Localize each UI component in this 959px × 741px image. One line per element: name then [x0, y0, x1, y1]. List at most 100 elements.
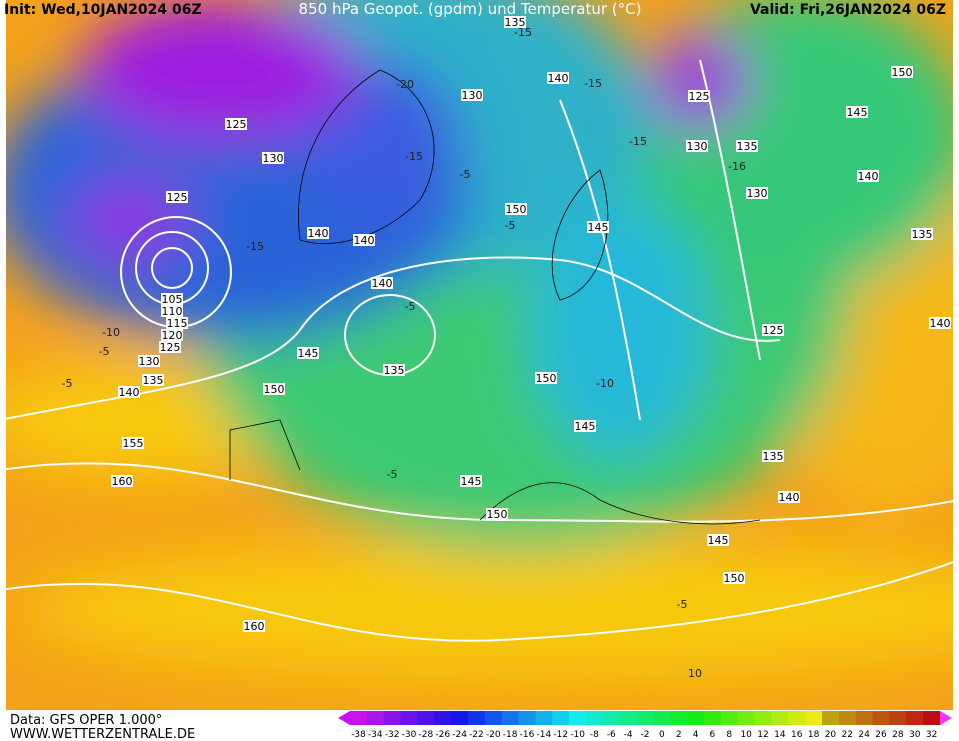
temperature-label: -15	[246, 240, 264, 253]
label-box	[688, 90, 710, 102]
colorbar-swatch	[704, 711, 722, 725]
colorbar-label: -30	[402, 730, 417, 740]
label-box	[891, 66, 913, 78]
coastlines	[229, 69, 761, 525]
geopotential-label: 125	[689, 90, 710, 103]
colorbar-label: -6	[607, 730, 616, 740]
geopotential-label: 140	[548, 72, 569, 85]
colorbar-swatch	[602, 711, 621, 725]
geopotential-label: 155	[123, 437, 144, 450]
temperature-label: -5	[460, 168, 471, 181]
data-source: Data: GFS OPER 1.000°	[10, 713, 162, 728]
colorbar-swatch	[434, 711, 452, 725]
temperature-label: -5	[677, 598, 688, 611]
label-box	[736, 140, 758, 152]
colorbar-swatch	[501, 711, 520, 725]
label-box	[587, 221, 609, 233]
colorbar-swatch	[535, 711, 553, 725]
label-box	[762, 324, 784, 336]
label-box	[353, 234, 375, 246]
geopotential-label: 150	[892, 66, 913, 79]
colorbar-label: 32	[926, 730, 937, 740]
temperature-label: 10	[688, 667, 702, 680]
colorbar-label: -24	[452, 730, 467, 740]
colorbar-swatch	[737, 711, 756, 725]
geopotential-label: 105	[162, 293, 183, 306]
map-field	[6, 0, 953, 710]
geopotential-label: 120	[162, 329, 183, 342]
colorbar-label: -22	[469, 730, 484, 740]
temperature-label: -10	[102, 326, 120, 339]
geopotential-label: 115	[167, 317, 188, 330]
label-box	[504, 16, 526, 28]
map-title: 850 hPa Geopot. (gpdm) und Temperatur (°…	[299, 0, 642, 18]
geopotential-label: 140	[354, 234, 375, 247]
temperature-label: -16	[728, 160, 746, 173]
geopotential-label: 145	[461, 475, 482, 488]
colorbar-swatch	[670, 711, 688, 725]
colorbar-swatch	[872, 711, 890, 725]
geopotential-label: 150	[536, 372, 557, 385]
colorbar-swatch	[889, 711, 907, 725]
label-box	[535, 372, 557, 384]
label-box	[574, 420, 596, 432]
temperature-label: -5	[387, 468, 398, 481]
geopotential-label: 150	[487, 508, 508, 521]
geopotential-label: 130	[139, 355, 160, 368]
colorbar-label: 10	[740, 730, 752, 740]
colorbar-swatch	[350, 711, 368, 725]
colorbar-swatch	[754, 711, 772, 725]
colorbar-swatch	[720, 711, 739, 725]
label-box	[262, 152, 284, 164]
label-box	[461, 89, 483, 101]
label-box	[746, 187, 768, 199]
colorbar-label: -14	[537, 730, 552, 740]
geopotential-label: 160	[112, 475, 133, 488]
colorbar-swatch	[484, 711, 503, 725]
colorbar-label: -8	[590, 730, 599, 740]
colorbar-swatch	[586, 711, 604, 725]
label-box	[486, 508, 508, 520]
label-box	[161, 329, 183, 341]
colorbar-label: 20	[825, 730, 837, 740]
label-box	[161, 293, 183, 305]
geopotential-label: 145	[298, 347, 319, 360]
geopotential-label: 135	[912, 228, 933, 241]
geopotential-label: 140	[119, 386, 140, 399]
colorbar-label: 22	[842, 730, 853, 740]
colorbar-label: -2	[641, 730, 650, 740]
temperature-label: -15	[584, 77, 602, 90]
label-box	[111, 475, 133, 487]
colorbar-label: 30	[909, 730, 921, 740]
geopotential-label: 140	[372, 277, 393, 290]
geopotential-label: 130	[687, 140, 708, 153]
geopotential-label: 125	[226, 118, 247, 131]
colorbar-swatch	[552, 711, 570, 725]
colorbar-arrow-right	[940, 711, 952, 725]
colorbar-swatch	[906, 711, 924, 725]
colorbar-swatch	[805, 711, 823, 725]
temperature-label: -5	[505, 219, 516, 232]
colorbar-label: -38	[351, 730, 366, 740]
label-box	[505, 203, 527, 215]
temperature-label: -5	[62, 377, 73, 390]
valid-time: Valid: Fri,26JAN2024 06Z	[750, 2, 946, 18]
colorbar-swatch	[619, 711, 638, 725]
colorbar-label: 24	[858, 730, 870, 740]
colorbar-label: -12	[553, 730, 568, 740]
init-time: Init: Wed,10JAN2024 06Z	[4, 2, 202, 18]
label-box	[297, 347, 319, 359]
label-box	[138, 355, 160, 367]
label-box	[929, 317, 951, 329]
colorbar-swatch	[687, 711, 705, 725]
geopotential-label: 140	[930, 317, 951, 330]
temperature-label: -20	[396, 78, 414, 91]
colorbar-label: -26	[435, 730, 450, 740]
geopotential-label: 125	[167, 191, 188, 204]
label-box	[707, 534, 729, 546]
colorbar-label: 6	[710, 730, 716, 740]
geopotential-label: 130	[462, 89, 483, 102]
geopotential-label: 135	[737, 140, 758, 153]
label-box	[686, 140, 708, 152]
